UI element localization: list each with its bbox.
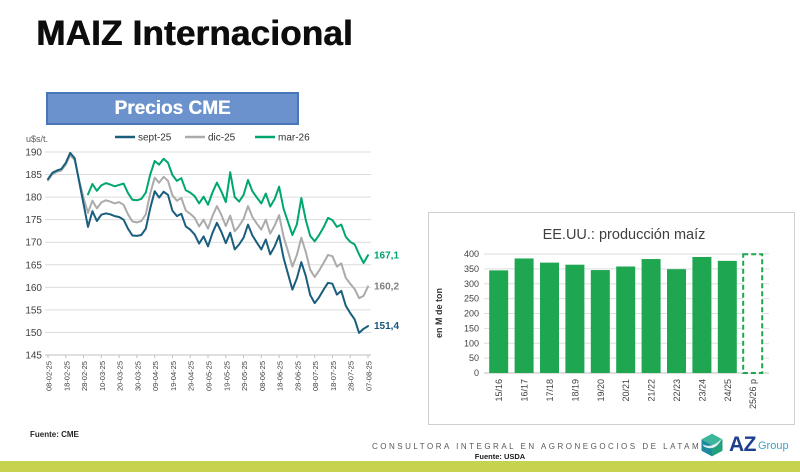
bar xyxy=(565,264,585,373)
x-tick-label: 29-05-25 xyxy=(240,361,249,391)
x-axis-labels: 15/16 16/17 17/18 18/19 19/20 20/21 21/22 22/23… xyxy=(494,379,758,409)
y-tick-label: 170 xyxy=(25,238,42,249)
y-tick-label: 155 xyxy=(25,305,42,316)
x-tick-label: 28-07-25 xyxy=(347,361,356,391)
x-tick-label: 17/18 xyxy=(545,379,555,402)
bar xyxy=(692,256,712,373)
bar-projected xyxy=(742,253,764,374)
legend-label-mar-26: mar-26 xyxy=(278,133,310,144)
page-title: MAIZ Internacional xyxy=(36,14,353,53)
az-logo-group-text: Group xyxy=(758,440,789,452)
y-tick-label: 185 xyxy=(25,170,42,181)
y-tick-label: 50 xyxy=(469,353,479,363)
source-cme-label: Fuente: CME xyxy=(30,430,79,439)
x-axis-labels: 08-02-25 18-02-25 28-02-25 10-03-25 20-03-25… xyxy=(45,355,374,391)
series-line-mar-26 xyxy=(87,157,369,264)
cme-price-chart: 145 150 155 160 165 170 175 180 185 190 u$s/t. 08-0… xyxy=(18,127,420,423)
x-tick-label: 18-02-25 xyxy=(62,361,71,391)
us-production-chart: EE.UU.: producción maíz 0 50 100 150 200 250 30… xyxy=(428,212,795,425)
y-axis-labels: 0 50 100 150 200 250 300 350 400 xyxy=(464,249,479,378)
y-tick-label: 0 xyxy=(474,368,479,378)
y-tick-label: 300 xyxy=(464,279,479,289)
x-tick-label: 28-06-25 xyxy=(293,361,302,391)
x-tick-label: 29-04-25 xyxy=(187,361,196,391)
x-tick-label: 10-03-25 xyxy=(98,361,107,391)
x-tick-label: 09-05-25 xyxy=(205,361,214,391)
y-tick-label: 180 xyxy=(25,193,42,204)
x-tick-label: 19-04-25 xyxy=(169,361,178,391)
y-tick-label: 165 xyxy=(25,260,42,271)
x-tick-label: 28-02-25 xyxy=(80,361,89,391)
x-tick-label: 08-02-25 xyxy=(45,361,54,391)
y-tick-label: 160 xyxy=(25,283,42,294)
y-tick-label: 190 xyxy=(25,148,42,159)
y-tick-label: 350 xyxy=(464,264,479,274)
series-line-dic-25 xyxy=(47,154,369,300)
bar xyxy=(616,266,636,373)
x-tick-label: 19-05-25 xyxy=(222,361,231,391)
bar xyxy=(717,260,737,373)
x-tick-label: 20/21 xyxy=(621,379,631,402)
x-tick-label: 08-07-25 xyxy=(311,361,320,391)
bar xyxy=(641,259,661,373)
y-tick-label: 250 xyxy=(464,294,479,304)
y-axis-title: en M de ton xyxy=(434,288,444,338)
y-tick-label: 200 xyxy=(464,309,479,319)
legend: sept-25 dic-25 mar-26 xyxy=(115,133,310,144)
x-tick-label: 24/25 xyxy=(723,379,733,402)
x-tick-label: 18-07-25 xyxy=(329,361,338,391)
x-tick-label: 20-03-25 xyxy=(116,361,125,391)
series-line-sept-25 xyxy=(47,151,369,334)
end-value-label-sept-25: 151,4 xyxy=(374,321,399,332)
bars xyxy=(489,253,764,374)
x-tick-label: 15/16 xyxy=(494,379,504,402)
az-group-logo: AZ Group xyxy=(698,431,789,459)
x-tick-label: 22/23 xyxy=(672,379,682,402)
y-tick-label: 150 xyxy=(464,323,479,333)
bar-chart-title: EE.UU.: producción maíz xyxy=(543,227,706,243)
y-axis-unit-label: u$s/t. xyxy=(26,134,48,144)
x-tick-label: 18-06-25 xyxy=(276,361,285,391)
x-tick-label: 25/26 p xyxy=(748,379,758,409)
az-logo-text: AZ xyxy=(729,433,757,456)
az-cube-icon xyxy=(701,433,723,457)
source-usda-label: Fuente: USDA xyxy=(474,452,526,461)
bar xyxy=(667,269,686,373)
x-tick-label: 09-04-25 xyxy=(151,361,160,391)
x-tick-label: 19/20 xyxy=(596,379,606,402)
x-tick-label: 07-08-25 xyxy=(365,361,374,391)
y-tick-label: 100 xyxy=(464,338,479,348)
bar xyxy=(514,258,534,373)
x-tick-label: 16/17 xyxy=(520,379,530,402)
x-tick-label: 23/24 xyxy=(697,379,707,402)
price-chart-banner: Precios CME xyxy=(46,92,299,125)
end-value-label-dic-25: 160,2 xyxy=(374,281,399,292)
footer-consultora-label: CONSULTORA INTEGRAL EN AGRONEGOCIOS DE L… xyxy=(372,442,702,451)
y-tick-label: 145 xyxy=(25,351,42,362)
legend-label-sept-25: sept-25 xyxy=(138,133,172,144)
grid xyxy=(45,151,371,356)
cme-price-chart-svg: 145 150 155 160 165 170 175 180 185 190 u$s/t. 08-0… xyxy=(25,133,399,392)
bar xyxy=(590,270,610,373)
x-tick-label: 21/22 xyxy=(647,379,657,402)
end-value-label-mar-26: 167,1 xyxy=(374,250,399,261)
y-tick-label: 400 xyxy=(464,249,479,259)
x-tick-label: 18/19 xyxy=(570,379,580,402)
y-tick-label: 175 xyxy=(25,215,42,226)
y-tick-label: 150 xyxy=(25,328,42,339)
legend-label-dic-25: dic-25 xyxy=(208,133,236,144)
bottom-accent-band xyxy=(0,461,800,472)
us-production-chart-svg: EE.UU.: producción maíz 0 50 100 150 200 250 30… xyxy=(434,227,769,409)
x-tick-label: 08-06-25 xyxy=(258,361,267,391)
x-tick-label: 30-03-25 xyxy=(133,361,142,391)
bar xyxy=(540,262,559,373)
price-chart-banner-label: Precios CME xyxy=(114,97,231,119)
bar xyxy=(489,270,509,373)
y-axis-labels: 145 150 155 160 165 170 175 180 185 190 xyxy=(25,148,42,362)
